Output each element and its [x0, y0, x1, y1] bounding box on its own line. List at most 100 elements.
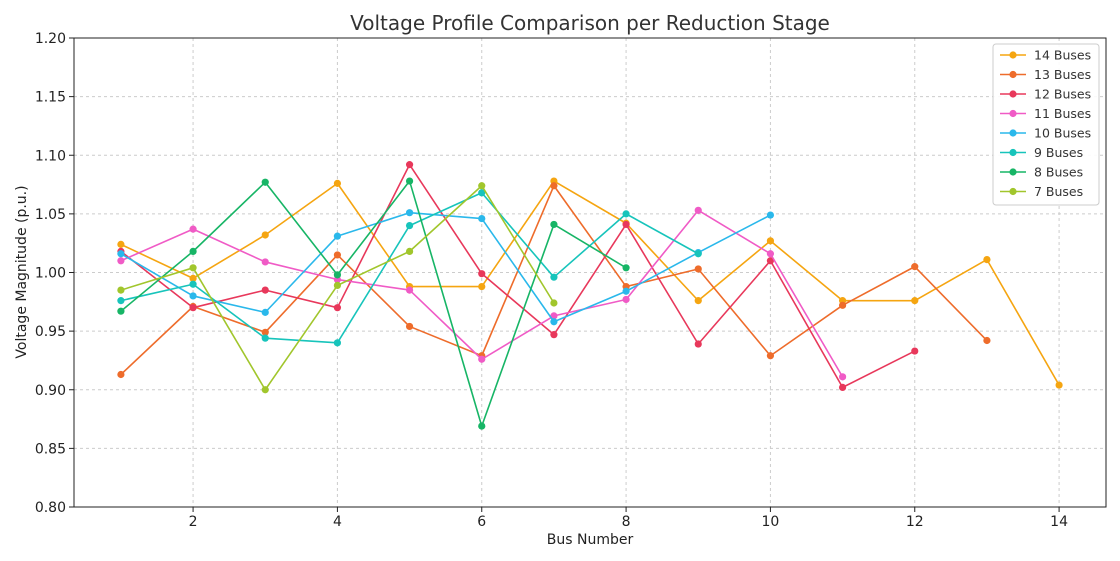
series-line: [120, 180, 627, 427]
data-point: [405, 322, 414, 331]
data-point: [622, 264, 630, 272]
data-point: [261, 258, 269, 266]
data-point: [983, 256, 991, 264]
series-6: [117, 177, 630, 430]
data-point: [261, 328, 269, 336]
data-point: [189, 247, 197, 255]
legend-item: 13 Buses: [1000, 67, 1091, 82]
y-tick-label: 1.20: [35, 31, 66, 47]
data-point: [550, 299, 558, 307]
legend-item: 9 Buses: [1000, 145, 1083, 160]
legend-label: 11 Buses: [1034, 106, 1091, 121]
data-point: [694, 250, 702, 258]
y-tick-label: 1.15: [35, 90, 66, 106]
y-tick-label: 1.00: [35, 266, 66, 282]
data-point: [838, 383, 847, 392]
legend: 14 Buses 13 Buses 12 Buses 11 Buses 10 Buses…: [992, 43, 1100, 206]
data-point: [405, 222, 414, 230]
legend-item: 8 Buses: [1000, 165, 1083, 180]
data-point: [766, 237, 775, 245]
data-point: [550, 318, 558, 326]
legend-item: 12 Buses: [1000, 87, 1091, 102]
x-tick-label: 14: [1050, 514, 1068, 530]
x-tick-label: 4: [333, 514, 342, 530]
data-point: [478, 422, 486, 430]
y-tick-label: 1.10: [35, 148, 66, 164]
legend-label: 10 Buses: [1034, 126, 1091, 141]
legend-box: [992, 43, 1100, 206]
series-5: [117, 189, 702, 347]
data-point: [189, 274, 197, 282]
data-point: [333, 271, 342, 279]
data-point: [550, 182, 558, 190]
data-point: [478, 270, 486, 278]
y-tick-label: 0.90: [35, 383, 66, 399]
legend-swatch-marker: [1009, 148, 1017, 157]
data-point: [983, 336, 991, 345]
data-point: [189, 304, 197, 312]
y-tick-label: 0.80: [35, 500, 66, 516]
data-point: [550, 331, 558, 339]
data-point: [838, 301, 847, 309]
legend-swatch-marker: [1009, 187, 1017, 196]
data-point: [766, 352, 775, 360]
series-line: [120, 211, 771, 323]
data-point: [622, 220, 630, 229]
data-point: [622, 295, 630, 304]
data-point: [189, 292, 197, 300]
data-point: [911, 263, 919, 271]
data-point: [694, 340, 702, 348]
data-point: [189, 280, 197, 288]
data-point: [333, 179, 342, 187]
data-point: [694, 297, 702, 305]
data-point: [478, 189, 486, 197]
y-axis-title: Voltage Magnitude (p.u.): [14, 185, 30, 358]
legend-swatch-marker: [1009, 168, 1017, 176]
data-point: [333, 251, 342, 259]
x-axis-title: Bus Number: [547, 532, 634, 548]
data-point: [478, 355, 486, 363]
data-point: [405, 209, 414, 217]
legend-item: 11 Buses: [1000, 106, 1091, 121]
data-point: [405, 247, 414, 255]
data-point: [838, 373, 847, 381]
data-point: [766, 211, 775, 219]
legend-swatch-marker: [1009, 129, 1017, 137]
data-point: [261, 286, 269, 294]
data-point: [405, 161, 414, 169]
legend-item: 14 Buses: [1000, 48, 1091, 63]
series-3: [117, 206, 847, 381]
data-point: [550, 273, 558, 281]
data-point: [117, 307, 125, 315]
data-point: [694, 206, 702, 214]
data-point: [550, 312, 558, 320]
legend-label: 12 Buses: [1034, 87, 1091, 102]
legend-item: 7 Buses: [1000, 184, 1083, 199]
data-point: [117, 250, 125, 258]
data-point: [766, 250, 775, 258]
legend-swatch-marker: [1009, 90, 1017, 98]
data-point: [405, 286, 414, 294]
data-point: [333, 232, 342, 240]
data-point: [1055, 381, 1063, 389]
data-point: [911, 297, 919, 305]
data-point: [333, 281, 342, 289]
data-point: [478, 214, 486, 223]
data-point: [117, 297, 125, 305]
data-point: [261, 231, 269, 239]
data-point: [117, 286, 125, 294]
x-tick-label: 6: [477, 514, 486, 530]
x-tick-label: 12: [906, 514, 924, 530]
data-point: [333, 304, 342, 312]
data-point: [117, 257, 125, 265]
data-point: [405, 177, 414, 185]
legend-item: 10 Buses: [1000, 126, 1091, 141]
data-point: [261, 386, 269, 394]
chart-title: Voltage Profile Comparison per Reduction…: [350, 11, 830, 35]
data-point: [550, 220, 558, 229]
data-point: [261, 178, 269, 186]
data-point: [333, 339, 342, 347]
legend-swatch-marker: [1009, 109, 1017, 118]
axis-ticks: 2 4 6 8 10 12 14 0.80 0.85 0.90 0.95 1.00 1.05 1.10 1.…: [35, 31, 1068, 530]
